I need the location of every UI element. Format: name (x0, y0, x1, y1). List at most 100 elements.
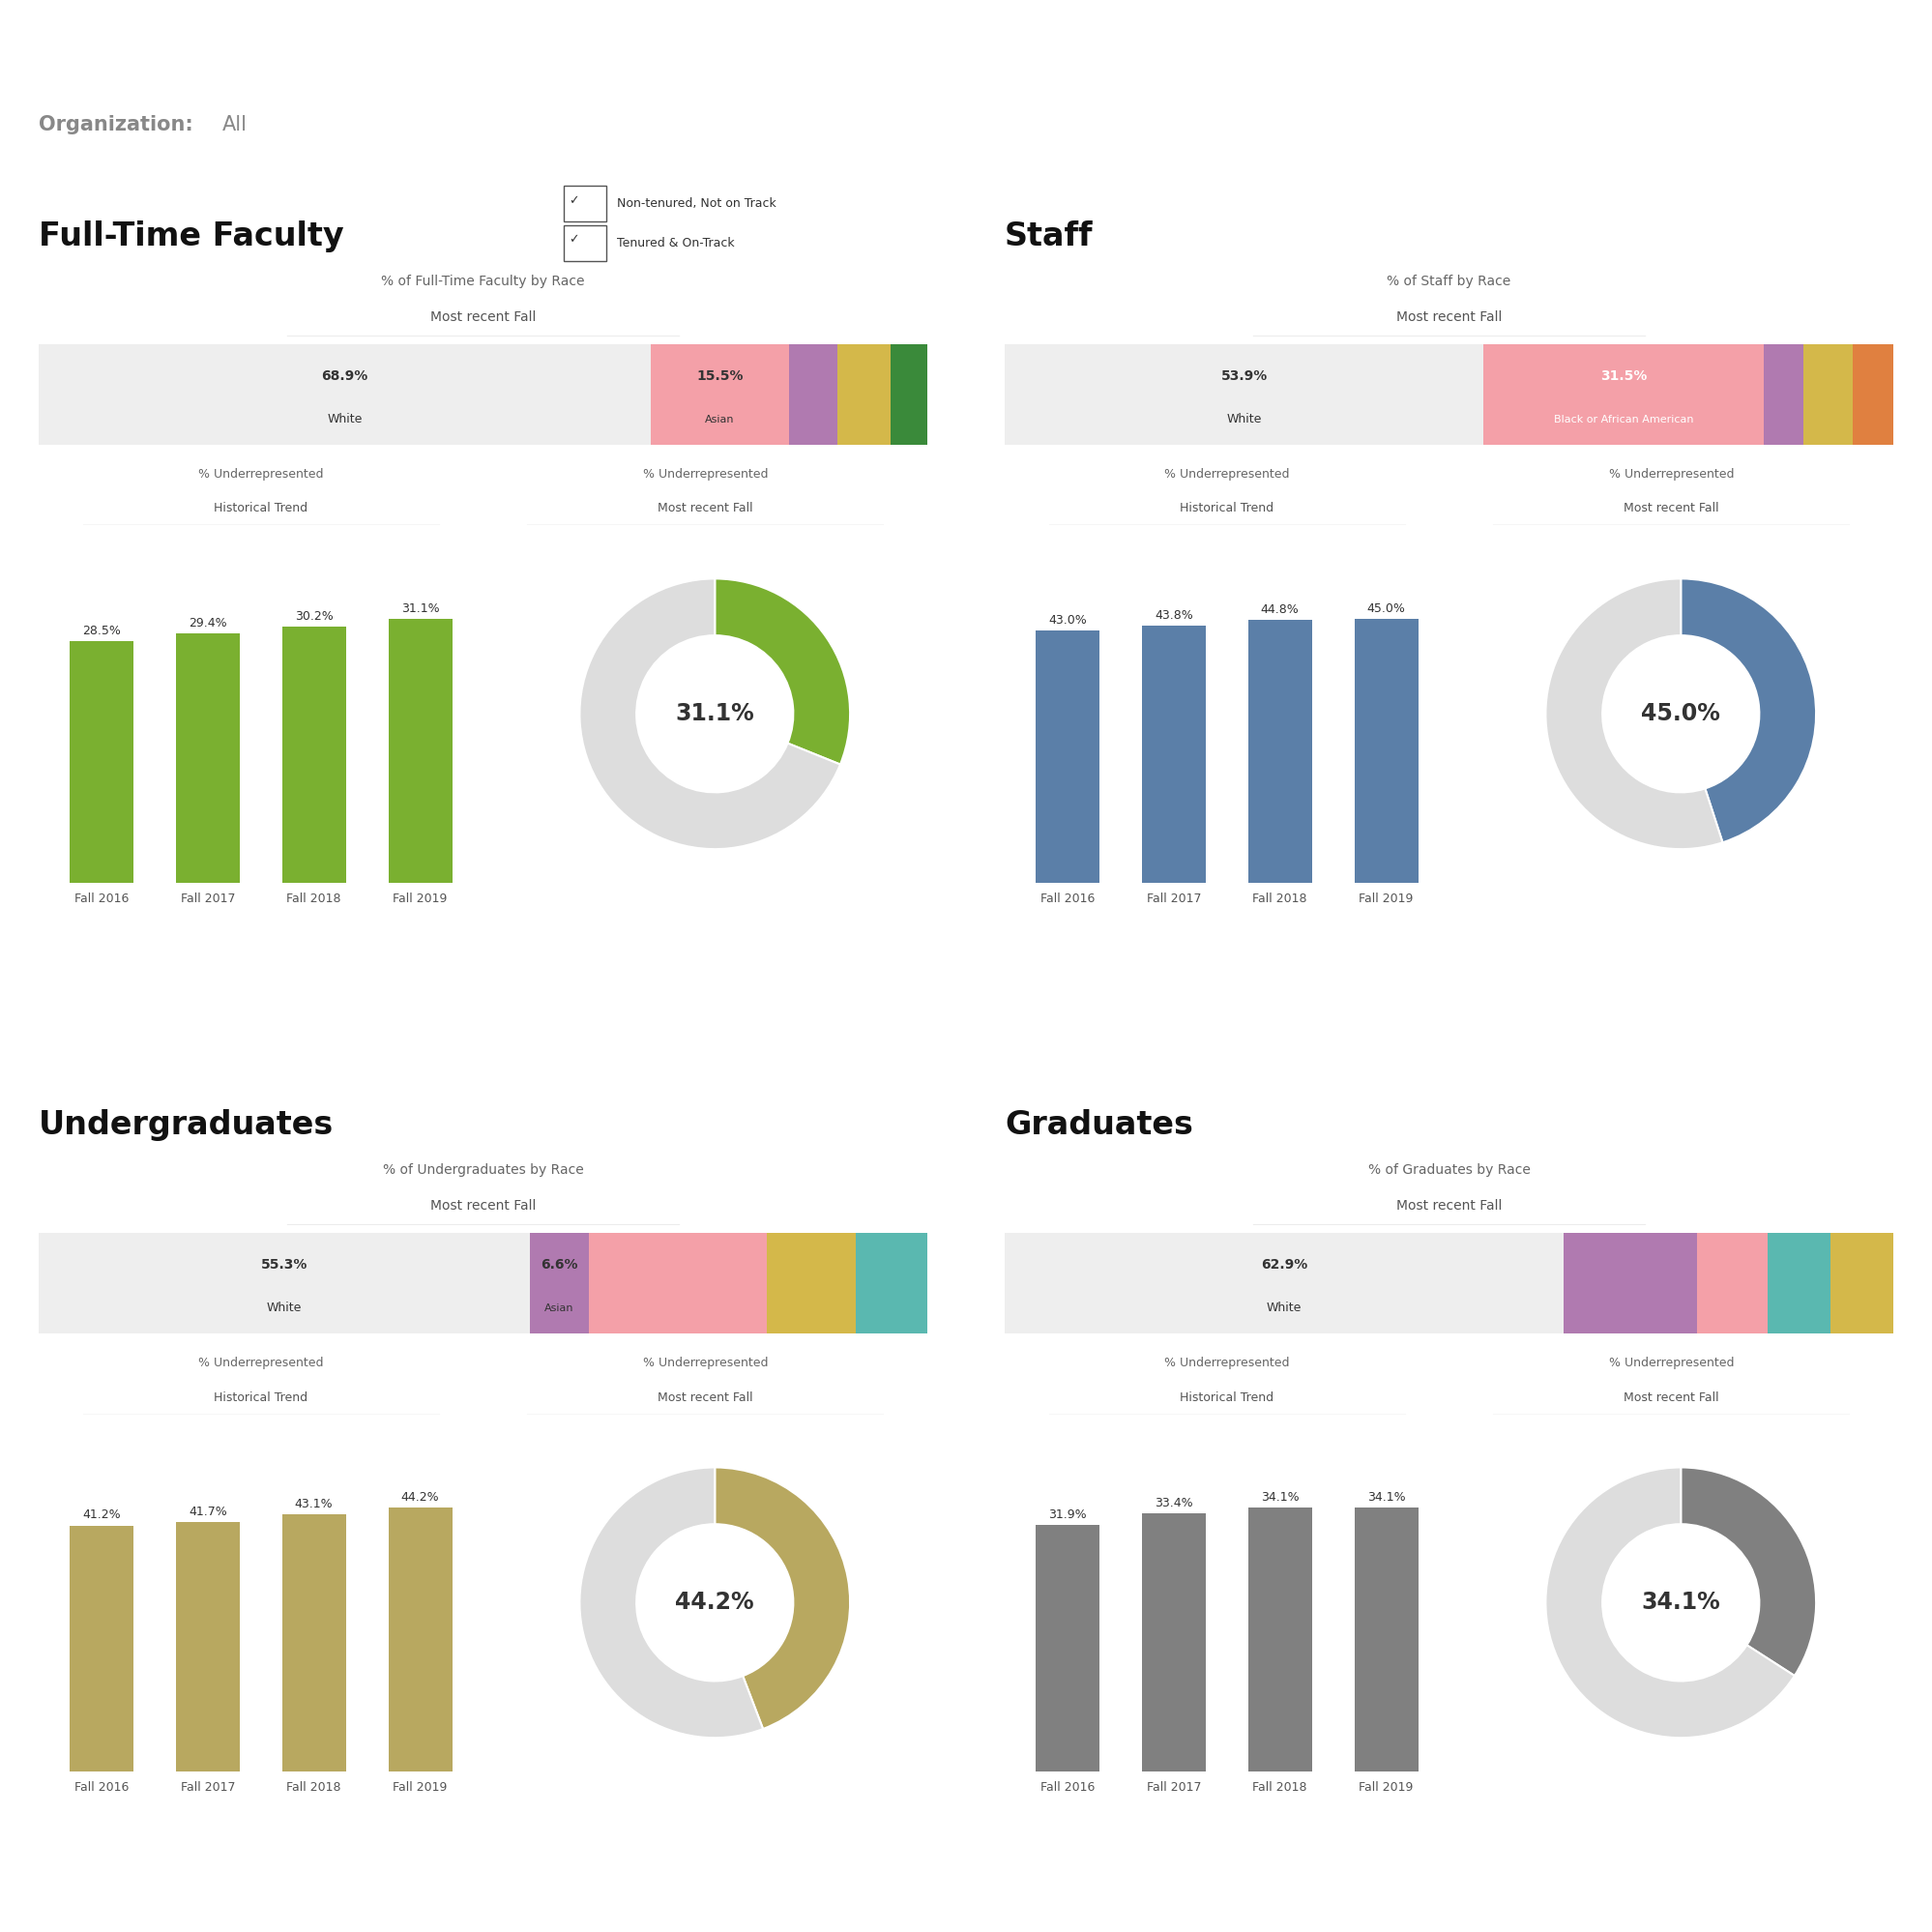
Bar (176, 634, 240, 883)
Text: Non-tenured, Not on Track: Non-tenured, Not on Track (616, 197, 777, 211)
Bar (1484, 344, 1764, 444)
Bar (1696, 1233, 1768, 1333)
Text: Organization:: Organization: (39, 114, 193, 135)
Text: % of Graduates by Race: % of Graduates by Race (1368, 1163, 1530, 1177)
Bar (838, 344, 891, 444)
Bar (70, 641, 133, 883)
Text: Full-Time Faculty: Full-Time Faculty (39, 220, 344, 253)
Text: 43.8%: 43.8% (1155, 609, 1192, 622)
Text: 55.3%: 55.3% (261, 1258, 307, 1271)
Text: 44.8%: 44.8% (1262, 603, 1298, 616)
Text: 62.9%: 62.9% (1262, 1258, 1308, 1271)
Text: 34.1%: 34.1% (1262, 1492, 1298, 1503)
Bar (388, 1507, 452, 1772)
Text: 41.7%: 41.7% (189, 1505, 226, 1519)
Bar (1354, 1507, 1418, 1772)
Text: Tenured & On-Track: Tenured & On-Track (616, 236, 734, 249)
Text: 31.1%: 31.1% (676, 701, 753, 726)
Bar (1142, 1513, 1206, 1772)
Text: % Underrepresented: % Underrepresented (1609, 1356, 1733, 1370)
Text: % of Full-Time Faculty by Race: % of Full-Time Faculty by Race (381, 274, 585, 288)
Text: % Underrepresented: % Underrepresented (199, 468, 323, 481)
Text: ✓: ✓ (570, 234, 580, 245)
Text: % Underrepresented: % Underrepresented (1165, 1356, 1289, 1370)
Text: Undergraduates: Undergraduates (39, 1109, 334, 1142)
Bar (1248, 620, 1312, 883)
Text: 43.1%: 43.1% (296, 1497, 332, 1511)
Text: Underrepresented: Underrepresented (773, 23, 1159, 60)
Bar (39, 344, 651, 444)
Text: White: White (1267, 1302, 1302, 1314)
Bar (788, 344, 838, 444)
Text: 34.1%: 34.1% (1642, 1590, 1719, 1615)
Text: Staff: Staff (1005, 220, 1094, 253)
Text: Historical Trend: Historical Trend (1180, 502, 1273, 516)
Bar (856, 1233, 927, 1333)
Text: 31.1%: 31.1% (402, 603, 439, 614)
Bar (891, 344, 927, 444)
Text: Most recent Fall: Most recent Fall (431, 1200, 535, 1213)
Text: White: White (327, 413, 363, 425)
Text: Most recent Fall: Most recent Fall (1623, 502, 1719, 516)
Text: % of Undergraduates by Race: % of Undergraduates by Race (383, 1163, 583, 1177)
Text: 6.6%: 6.6% (541, 1258, 578, 1271)
Text: 45.0%: 45.0% (1642, 701, 1719, 726)
Wedge shape (1546, 1468, 1795, 1737)
Wedge shape (1681, 580, 1816, 842)
Text: Most recent Fall: Most recent Fall (1397, 1200, 1501, 1213)
Text: Historical Trend: Historical Trend (1180, 1391, 1273, 1405)
Text: % Underrepresented: % Underrepresented (643, 1356, 767, 1370)
Bar (1354, 618, 1418, 883)
Text: Most recent Fall: Most recent Fall (1397, 311, 1501, 325)
Text: 44.2%: 44.2% (402, 1492, 439, 1503)
Bar (1853, 344, 1893, 444)
Text: 45.0%: 45.0% (1368, 603, 1405, 614)
Wedge shape (1681, 1468, 1816, 1675)
Text: % Underrepresented: % Underrepresented (643, 468, 767, 481)
Text: 33.4%: 33.4% (1155, 1497, 1192, 1509)
Bar (1248, 1507, 1312, 1772)
Bar (1764, 344, 1804, 444)
Bar (564, 224, 607, 261)
Bar (39, 1233, 529, 1333)
Text: 31.5%: 31.5% (1600, 369, 1646, 383)
Bar (388, 618, 452, 883)
Text: % of Staff by Race: % of Staff by Race (1387, 274, 1511, 288)
Bar (70, 1526, 133, 1772)
Bar (529, 1233, 589, 1333)
Bar (1768, 1233, 1830, 1333)
Bar (1005, 1233, 1563, 1333)
Bar (1804, 344, 1853, 444)
Text: 31.9%: 31.9% (1049, 1509, 1086, 1520)
Text: Graduates: Graduates (1005, 1109, 1194, 1142)
Text: All: All (222, 114, 247, 135)
Wedge shape (580, 578, 840, 848)
Text: 28.5%: 28.5% (83, 624, 120, 638)
Text: % Underrepresented: % Underrepresented (1609, 468, 1733, 481)
Text: 34.1%: 34.1% (1368, 1492, 1405, 1503)
Text: % Underrepresented: % Underrepresented (199, 1356, 323, 1370)
Bar (767, 1233, 856, 1333)
Text: 43.0%: 43.0% (1049, 614, 1086, 626)
Bar (589, 1233, 767, 1333)
Text: Most recent Fall: Most recent Fall (1623, 1391, 1719, 1405)
Text: ✓: ✓ (570, 195, 580, 207)
Text: 44.2%: 44.2% (676, 1590, 753, 1615)
Text: Asian: Asian (545, 1302, 574, 1314)
Bar (1036, 630, 1099, 883)
Text: % Underrepresented: % Underrepresented (1165, 468, 1289, 481)
Text: Historical Trend: Historical Trend (214, 1391, 307, 1405)
Bar (282, 626, 346, 883)
Text: Black or African American: Black or African American (1553, 413, 1694, 425)
Bar (564, 185, 607, 222)
Bar (282, 1515, 346, 1772)
Bar (1142, 626, 1206, 883)
Text: 30.2%: 30.2% (296, 611, 332, 622)
Text: 68.9%: 68.9% (321, 369, 369, 383)
Wedge shape (580, 1468, 763, 1737)
Wedge shape (715, 1468, 850, 1729)
Bar (1830, 1233, 1893, 1333)
Text: 15.5%: 15.5% (696, 369, 744, 383)
Bar (1036, 1524, 1099, 1772)
Wedge shape (1546, 580, 1723, 848)
